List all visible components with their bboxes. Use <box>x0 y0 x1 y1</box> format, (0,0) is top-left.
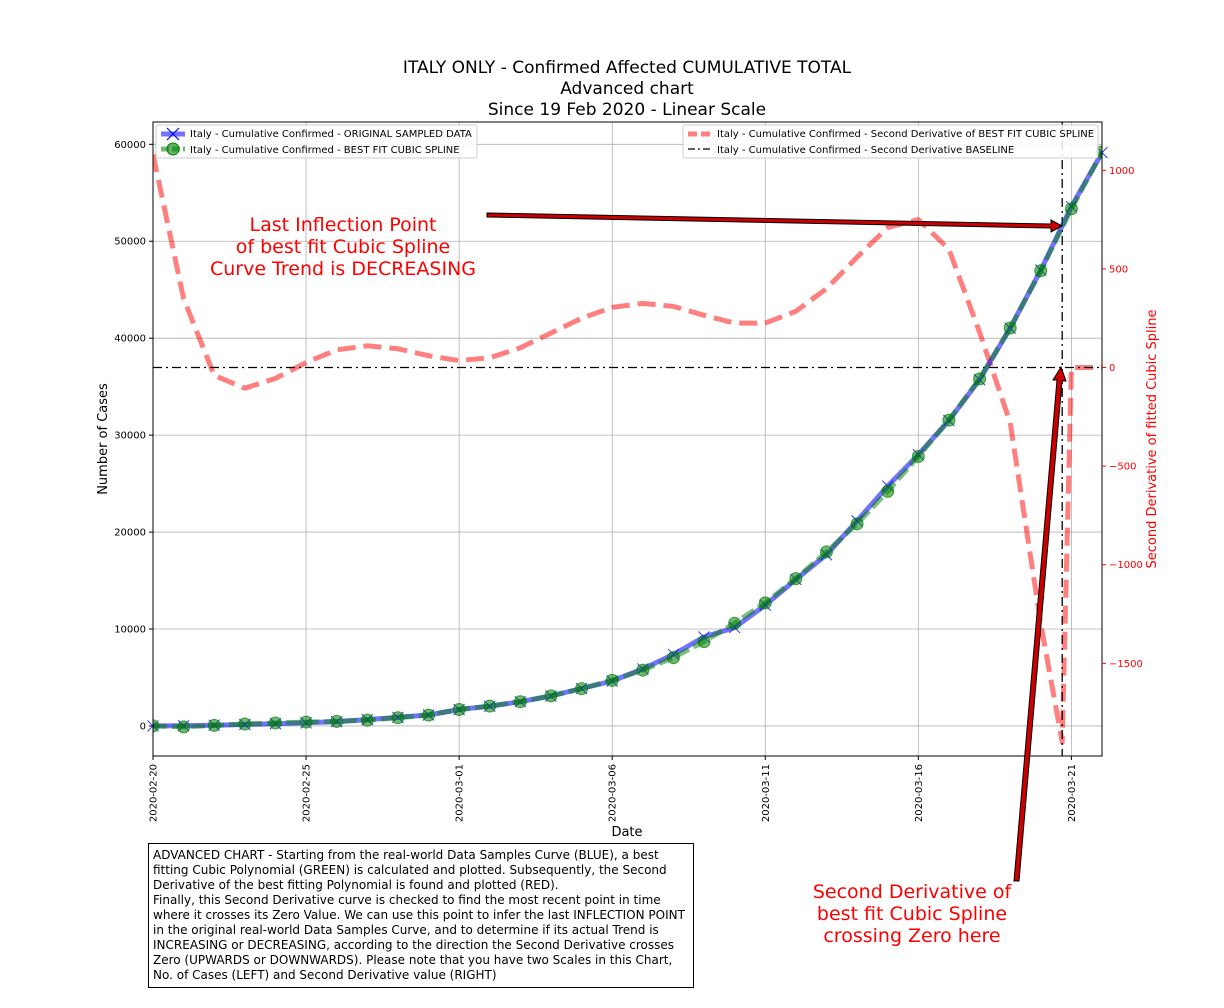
legend-red-text: Italy - Cumulative Confirmed - Second De… <box>717 129 1094 140</box>
fitted-spline-marker <box>544 689 558 703</box>
y-tick-label: 60000 <box>114 140 146 151</box>
fitted-spline-marker <box>911 449 925 463</box>
y-tick-label: 30000 <box>114 431 146 442</box>
series-layer <box>147 122 1108 756</box>
fitted-spline-marker <box>758 596 772 610</box>
fitted-spline-marker <box>697 635 711 649</box>
fitted-spline-marker <box>605 673 619 687</box>
fitted-spline-marker <box>728 616 742 630</box>
y2-tick-label: −1500 <box>1109 659 1143 670</box>
x-tick-label: 2020-03-21 <box>1067 764 1078 822</box>
x-tick-label: 2020-02-20 <box>149 764 160 822</box>
fitted-spline-marker <box>268 716 282 730</box>
annotation-crossing-line-3: crossing Zero here <box>823 925 1000 947</box>
y-axis-label: Number of Cases <box>96 383 111 495</box>
y-tick-label: 20000 <box>114 528 146 539</box>
x-tick-label: 2020-03-11 <box>761 764 772 822</box>
x-axis-label: Date <box>611 825 642 840</box>
fitted-spline-marker <box>513 695 527 709</box>
annotation-arrow-crossing <box>1013 365 1067 882</box>
legend-blue-text: Italy - Cumulative Confirmed - ORIGINAL … <box>190 129 472 140</box>
y2-tick-label: 0 <box>1109 363 1115 374</box>
annotation-crossing-line-2: best fit Cubic Spline <box>817 903 1007 925</box>
legend-left-box <box>155 124 478 159</box>
fitted-spline-marker <box>1064 202 1078 216</box>
fitted-spline-marker <box>177 720 191 734</box>
fitted-spline-marker <box>973 372 987 386</box>
chart-title-line-1: ITALY ONLY - Confirmed Affected CUMULATI… <box>403 58 852 78</box>
fitted-spline-marker <box>483 699 497 713</box>
y2-axis-label: Second Derivative of fitted Cubic Spline <box>1145 310 1160 569</box>
fitted-spline-marker <box>942 413 956 427</box>
annotation-inflection-line-2: of best fit Cubic Spline <box>236 236 451 258</box>
legend-black-text: Italy - Cumulative Confirmed - Second De… <box>717 145 1014 156</box>
y2-tick-label: −500 <box>1109 462 1136 473</box>
plot-frame <box>152 121 1103 757</box>
legend-green-marker <box>166 142 180 156</box>
x-tick-label: 2020-03-06 <box>608 764 619 822</box>
legend-right-box <box>682 124 1099 159</box>
y2-tick-label: 1000 <box>1109 166 1134 177</box>
fitted-spline-marker <box>360 713 374 727</box>
x-tick-label: 2020-03-01 <box>455 764 466 822</box>
chart-title-line-3: Since 19 Feb 2020 - Linear Scale <box>488 100 766 120</box>
x-tick-label: 2020-03-16 <box>914 764 925 822</box>
annotation-crossing-line-1: Second Derivative of <box>813 881 1013 903</box>
fitted-spline-marker <box>391 711 405 725</box>
legend-blue-marker <box>166 127 180 141</box>
fitted-spline-marker <box>330 714 344 728</box>
chart-title-line-2: Advanced chart <box>560 79 694 99</box>
legend-green-text: Italy - Cumulative Confirmed - BEST FIT … <box>190 145 460 156</box>
y-tick-label: 10000 <box>114 625 146 636</box>
x-tick-label: 2020-02-25 <box>302 764 313 822</box>
y-tick-label: 0 <box>140 721 146 732</box>
fitted-spline-marker <box>819 545 833 559</box>
annotation-inflection-line-3: Curve Trend is DECREASING <box>210 258 476 280</box>
legend-right: Italy - Cumulative Confirmed - Second De… <box>682 124 1099 159</box>
fitted-spline-marker <box>1003 321 1017 335</box>
axes: 2020-02-20 2020-02-25 2020-03-01 2020-03-06… <box>114 140 1143 822</box>
fitted-spline-marker <box>881 484 895 498</box>
fitted-spline-marker <box>636 663 650 677</box>
fitted-spline-marker <box>789 572 803 586</box>
fitted-spline-marker <box>153 719 160 733</box>
annotation-inflection-line-1: Last Inflection Point <box>250 214 437 236</box>
fitted-spline-marker <box>1034 264 1048 278</box>
fitted-spline-marker <box>452 702 466 716</box>
fitted-spline-marker <box>575 682 589 696</box>
fitted-spline-marker <box>207 718 221 732</box>
fitted-spline-marker <box>666 651 680 665</box>
fitted-spline-marker <box>238 717 252 731</box>
legend-left: Italy - Cumulative Confirmed - ORIGINAL … <box>155 124 478 159</box>
y2-tick-label: 500 <box>1109 264 1128 275</box>
second-derivative-line <box>153 153 1102 745</box>
explanation-note: ADVANCED CHART - Starting from the real-… <box>148 843 694 988</box>
y2-tick-label: −1000 <box>1109 560 1143 571</box>
fitted-spline-marker <box>422 708 436 722</box>
fitted-spline-marker <box>299 715 313 729</box>
y-tick-label: 50000 <box>114 237 146 248</box>
fitted-spline-marker <box>850 517 864 531</box>
y-tick-label: 40000 <box>114 334 146 345</box>
annotation-arrow-inflection <box>486 212 1064 233</box>
